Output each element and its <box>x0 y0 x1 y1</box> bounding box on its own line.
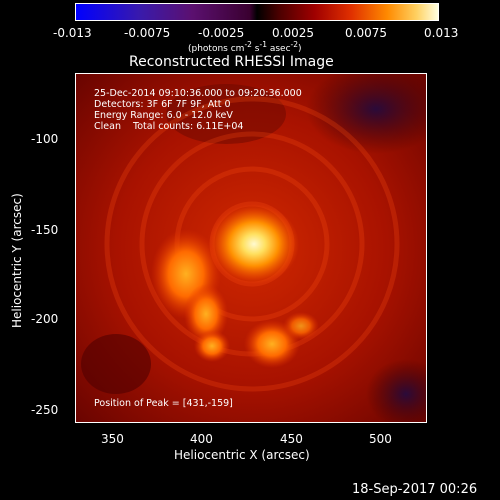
generation-date: 18-Sep-2017 00:26 <box>352 482 478 497</box>
y-tick: -200 <box>31 312 59 326</box>
colorbar-tick: -0.0025 <box>198 26 245 40</box>
peak-position: Position of Peak = [431,-159] <box>94 398 233 409</box>
colorbar-units: (photons cm-2 s-1 asec-2) <box>188 40 302 54</box>
y-axis-title: Heliocentric Y (arcsec) <box>10 193 24 328</box>
rhessi-image <box>75 73 427 423</box>
colorbar-tick: -0.013 <box>53 26 92 40</box>
y-tick: -100 <box>31 132 59 146</box>
colorbar-tick: 0.013 <box>424 26 459 40</box>
y-tick: -150 <box>31 223 59 237</box>
colorbar-tick: -0.0075 <box>124 26 171 40</box>
colorbar <box>75 3 439 21</box>
colorbar-tick: 0.0025 <box>272 26 314 40</box>
x-tick: 350 <box>101 432 124 446</box>
image-canvas <box>76 74 426 422</box>
detectors: Detectors: 3F 6F 7F 9F, Att 0 <box>94 99 231 110</box>
x-tick: 500 <box>369 432 392 446</box>
x-tick: 400 <box>190 432 213 446</box>
energy-range: Energy Range: 6.0 - 12.0 keV <box>94 110 233 121</box>
plot-title: Reconstructed RHESSI Image <box>129 54 334 70</box>
colorbar-tick: 0.0075 <box>345 26 387 40</box>
observation-info: 25-Dec-2014 09:10:36.000 to 09:20:36.000… <box>94 88 302 132</box>
total-counts: Clean Total counts: 6.11E+04 <box>94 121 244 132</box>
x-axis-title: Heliocentric X (arcsec) <box>174 448 310 462</box>
time-range: 25-Dec-2014 09:10:36.000 to 09:20:36.000 <box>94 88 302 99</box>
x-tick: 450 <box>280 432 303 446</box>
y-tick: -250 <box>31 403 59 417</box>
